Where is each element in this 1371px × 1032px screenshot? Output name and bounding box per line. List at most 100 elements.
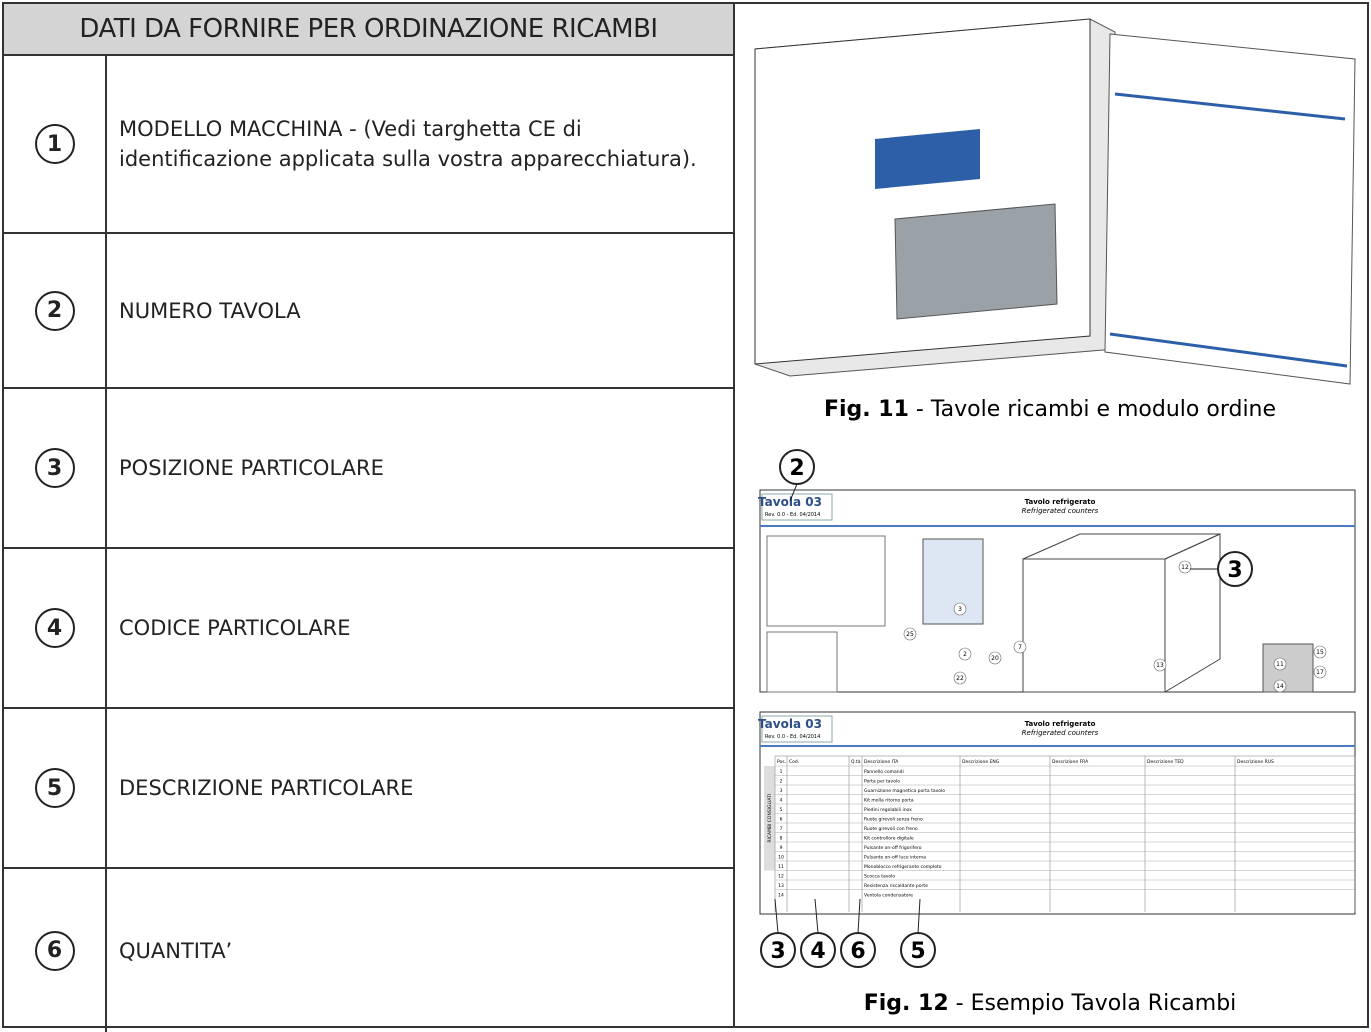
order-table: DATI DA FORNIRE PER ORDINAZIONE RICAMBI … [2,2,735,1032]
table-heading: Tavolo refrigerato [1025,720,1096,728]
table-row: 4 CODICE PARTICOLARE [4,549,733,709]
row-description: Resistenza riscaldante porte [864,883,928,889]
table-row: 6 QUANTITA’ [4,869,733,1032]
row-description: Kit controllore digitale [864,836,914,842]
number-badge: 4 [34,608,75,648]
detail-box [766,631,838,693]
row-text: CODICE PARTICOLARE [119,616,351,640]
row-pos: 4 [780,798,783,804]
row-description: Scocca tavolo [864,874,895,880]
row-pos: 5 [780,807,783,813]
row-description: Pannello comandi [864,769,904,775]
door-part [922,538,984,625]
row-pos: 10 [778,855,784,861]
row-text: DESCRIZIONE PARTICOLARE [119,776,414,800]
callout-circle [840,932,876,968]
row-pos: 14 [778,893,784,899]
title-box [761,493,833,521]
row-description: Pulsante on-off luce interna [864,855,926,861]
part-circle [1313,645,1327,659]
row-text: MODELLO MACCHINA - (Vedi targhetta CE di… [119,117,697,171]
figures: Fig. 11 - Tavole ricambi e modulo ordine… [754,18,1356,1016]
side-label: RICAMBI CONSIGLIATI [767,794,773,843]
part-circle [953,671,967,685]
column-header: Cod. [789,759,799,765]
row-pos: 2 [780,779,783,785]
row-description: Ruote girevoli senza freno [864,817,923,823]
part-circle [1153,658,1167,672]
fig12-caption: Fig. 12 - Esempio Tavola Ricambi [864,991,1237,1016]
row-pos: 9 [780,845,783,851]
column-header: Descrizione TED [1147,759,1184,765]
number-cell: 3 [4,389,107,547]
row-description: Guarnizione magnetica porta tavolo [864,788,945,794]
row-description: Kit molla ritorno porta [864,798,914,804]
column-header: Descrizione ENG [962,759,1000,765]
column-header: Q.tà [851,758,861,765]
figures-panel: Fig. 11 - Tavole ricambi e modulo ordine… [735,2,1369,1028]
column-header: Descrizione RUS [1237,759,1274,765]
callout-number: 4 [810,939,825,964]
number-badge: 5 [34,768,75,808]
form-line [1114,92,1346,121]
unit-part [1262,643,1314,693]
row-description: Ventola condensatore [864,893,913,899]
row-description: Ruote girevoli con freno [864,826,918,832]
part-number: 14 [1276,683,1284,690]
drawing-heading: Tavolo refrigerato [1025,498,1096,506]
fig-label: Fig. 12 [864,991,949,1016]
row-pos: 7 [780,826,783,832]
row-text: NUMERO TAVOLA [119,298,301,323]
row-pos: 12 [778,874,784,880]
table-header: DATI DA FORNIRE PER ORDINAZIONE RICAMBI [4,4,733,56]
order-form [1104,33,1356,385]
title-box [761,715,833,743]
fig11-caption: Fig. 11 - Tavole ricambi e modulo ordine [824,397,1276,422]
number-badge: 2 [34,290,75,331]
row-pos: 1 [780,769,783,775]
callout-number: 6 [850,939,865,964]
row-pos: 8 [780,836,783,842]
column-header: Descrizione ITA [864,759,899,765]
callout-circle [800,932,836,968]
number-cell: 4 [4,549,107,707]
column-header: Descrizione FRA [1052,759,1089,765]
callout-circle [1217,551,1253,587]
table-rev: Rev. 0.0 - Ed. 04/2014 [765,734,820,740]
row-text: POSIZIONE PARTICOLARE [119,456,384,480]
table-subheading: Refrigerated counters [1022,729,1099,737]
counter-side [1164,533,1221,693]
callout-number: 5 [910,939,925,964]
callout-circle [900,932,936,968]
callout-number: 2 [789,456,804,481]
part-circle [1178,560,1192,574]
row-pos: 6 [780,817,783,823]
number-cell: 5 [4,709,107,867]
table-row: 3 POSIZIONE PARTICOLARE [4,389,733,549]
fig-label: Fig. 11 [824,397,909,422]
drawing-subheading: Refrigerated counters [1022,507,1099,515]
table-title: Tavola 03 [758,717,822,731]
row-description: Pulsante on-off frigorifero [864,845,922,851]
part-circle [1273,679,1287,693]
part-number: 15 [1316,649,1324,656]
form-line [1109,332,1348,368]
fig-caption: - Esempio Tavola Ricambi [956,991,1237,1016]
callout-circle [760,932,796,968]
row-pos: 13 [778,883,784,889]
drawing-title: Tavola 03 [758,495,822,509]
row-description: Porta per tavolo [864,779,900,785]
leader [789,483,798,502]
cover-band [875,129,980,189]
callout-number: 3 [1227,558,1242,583]
part-circle [1013,640,1027,654]
leader [857,898,861,934]
part-circle [953,602,967,616]
part-number: 13 [1156,662,1164,669]
part-circle [988,651,1002,665]
drawing-frame [759,489,1356,693]
part-number: 3 [958,606,962,613]
leader [774,898,779,934]
part-circle [1273,657,1287,671]
number-badge: 3 [34,448,75,488]
